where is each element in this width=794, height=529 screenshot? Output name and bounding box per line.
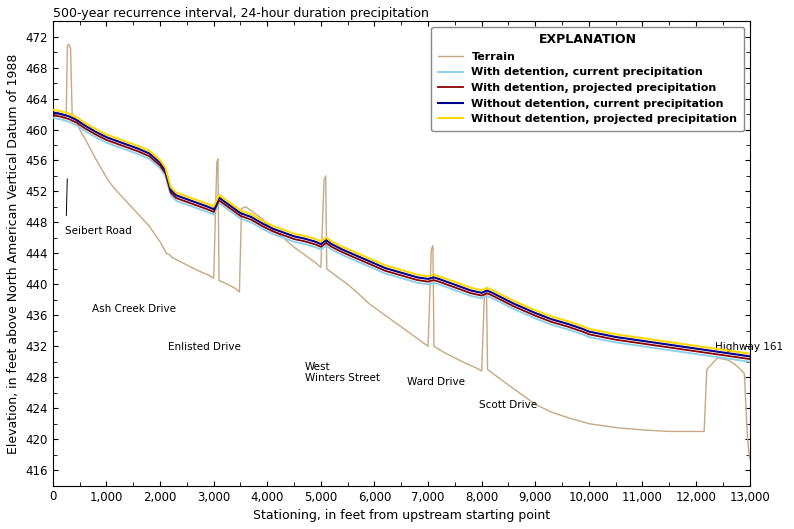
Legend: Terrain, With detention, current precipitation, With detention, projected precip: Terrain, With detention, current precipi…	[431, 26, 744, 131]
Text: Enlisted Drive: Enlisted Drive	[168, 342, 241, 352]
Text: Highway 161: Highway 161	[715, 342, 783, 352]
Text: Seibert Road: Seibert Road	[65, 226, 132, 236]
Text: Scott Drive: Scott Drive	[479, 400, 537, 411]
Y-axis label: Elevation, in feet above North American Vertical Datum of 1988: Elevation, in feet above North American …	[7, 53, 20, 453]
Text: Ash Creek Drive: Ash Creek Drive	[92, 304, 176, 314]
Text: Ward Drive: Ward Drive	[407, 377, 464, 387]
X-axis label: Stationing, in feet from upstream starting point: Stationing, in feet from upstream starti…	[252, 509, 549, 522]
Text: 500-year recurrence interval, 24-hour duration precipitation: 500-year recurrence interval, 24-hour du…	[53, 7, 429, 20]
Text: West
Winters Street: West Winters Street	[305, 362, 380, 384]
